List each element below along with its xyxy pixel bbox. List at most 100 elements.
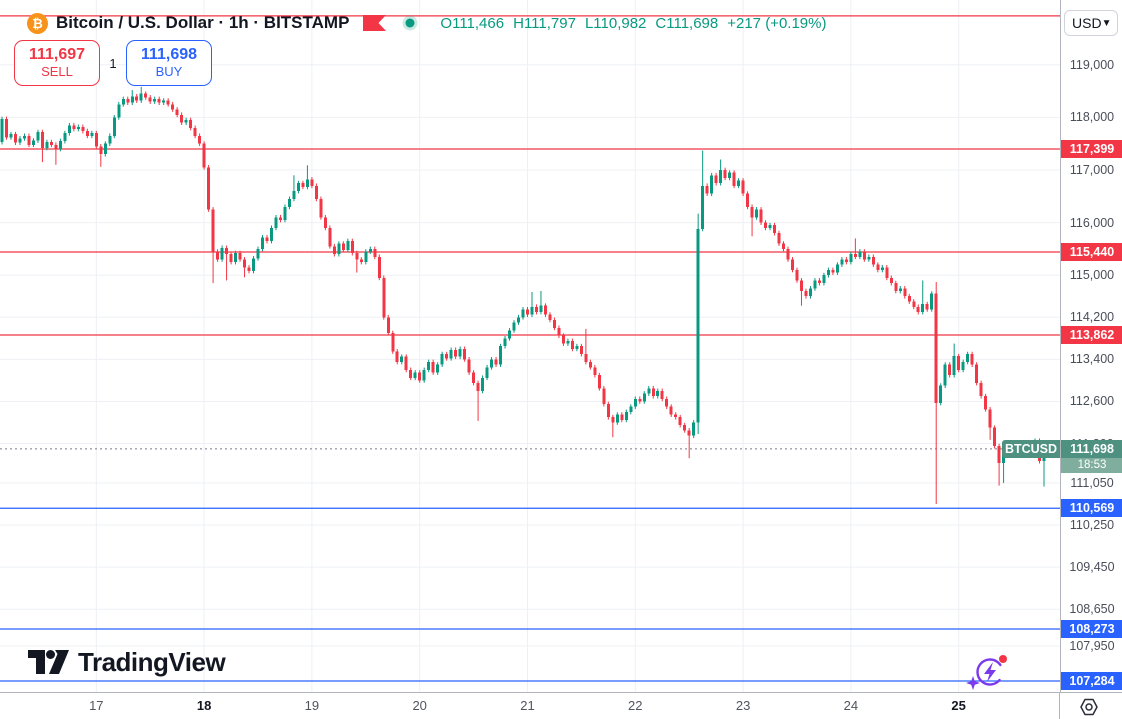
time-tick-label: 21 xyxy=(520,698,535,713)
tradingview-logo[interactable]: TradingView xyxy=(28,646,226,678)
candle-body xyxy=(687,430,691,436)
candle-body xyxy=(467,359,471,373)
candle-body xyxy=(319,198,323,218)
candle-body xyxy=(94,133,98,147)
candle-body xyxy=(377,256,381,278)
candle-body xyxy=(207,167,211,210)
candle-body xyxy=(103,143,107,155)
candle-body xyxy=(624,411,628,420)
candle-body xyxy=(58,141,62,149)
current-price-countdown: 18:53 xyxy=(1061,457,1122,473)
candle-body xyxy=(198,135,202,144)
symbol-title[interactable]: Bitcoin / U.S. Dollar · 1h · BITSTAMP xyxy=(56,13,350,32)
candle-body xyxy=(822,275,826,284)
price-tick-label: 115,000 xyxy=(1069,268,1115,283)
buy-price: 111,698 xyxy=(140,46,198,64)
currency-selector[interactable]: USD ▼ xyxy=(1064,10,1118,36)
quantity-label[interactable]: 1 xyxy=(109,55,117,71)
candle-body xyxy=(499,346,503,365)
candle-body xyxy=(418,372,422,381)
candle-body xyxy=(678,417,682,426)
candle-body xyxy=(656,390,660,397)
candle-body xyxy=(126,98,130,103)
price-level-label: 107,284 xyxy=(1061,672,1122,691)
candle-body xyxy=(252,258,256,271)
candle-body xyxy=(422,369,426,381)
candle-body xyxy=(826,269,830,276)
price-tick-label: 117,000 xyxy=(1069,163,1115,177)
candle-body xyxy=(373,248,377,257)
candle-body xyxy=(728,172,732,178)
candle-body xyxy=(723,170,727,178)
candle-body xyxy=(202,143,206,168)
candle-body xyxy=(256,248,260,259)
candle-body xyxy=(741,180,745,194)
candle-body xyxy=(310,179,314,186)
price-tick-label: 110,250 xyxy=(1069,518,1115,533)
currency-label: USD xyxy=(1072,15,1102,31)
time-axis[interactable]: 17 18 19 20 21 22 23 24 25 xyxy=(0,692,1122,719)
candle-body xyxy=(889,277,893,284)
candle-body xyxy=(984,396,988,410)
candle-body xyxy=(997,446,1001,463)
chart-canvas[interactable] xyxy=(0,0,1060,692)
sell-button[interactable]: 111,697 SELL xyxy=(14,40,100,86)
flag-icon[interactable] xyxy=(363,15,387,31)
candle-body xyxy=(364,251,368,263)
candle-body xyxy=(121,98,125,105)
candle-body xyxy=(400,356,404,362)
candle-body xyxy=(99,146,103,155)
candle-body xyxy=(714,175,718,184)
candle-body xyxy=(157,98,161,103)
ohlc-change: +217 (+0.19%) xyxy=(727,14,827,32)
axis-separator xyxy=(1059,693,1060,719)
sell-label: SELL xyxy=(41,63,73,79)
candle-body xyxy=(934,293,938,404)
candle-body xyxy=(337,243,341,255)
candle-body xyxy=(979,383,983,397)
candle-body xyxy=(238,253,242,260)
candle-body xyxy=(593,367,597,376)
candle-body xyxy=(27,135,31,145)
candle-body xyxy=(620,414,624,420)
candle-body xyxy=(561,335,565,344)
candle-body xyxy=(705,185,709,194)
candle-body xyxy=(427,361,431,370)
buy-button[interactable]: 111,698 BUY xyxy=(126,40,212,86)
candle-body xyxy=(903,288,907,297)
candle-body xyxy=(139,93,143,101)
ohlc-high: H111,797 xyxy=(513,14,576,32)
candle-body xyxy=(831,269,835,273)
candle-body xyxy=(669,406,673,415)
boost-icon[interactable] xyxy=(966,652,1008,697)
candle-body xyxy=(458,348,462,357)
sell-price: 111,697 xyxy=(28,46,86,64)
candle-body xyxy=(768,225,772,228)
candle-body xyxy=(287,198,291,207)
candle-body xyxy=(880,267,884,270)
time-tick-label: 23 xyxy=(735,698,751,713)
candle-body xyxy=(692,422,696,436)
candle-body xyxy=(296,183,300,192)
candle-body xyxy=(171,104,175,110)
candle-body xyxy=(85,131,89,136)
candle-body xyxy=(647,388,651,394)
candle-body xyxy=(539,305,543,313)
price-tick-label: 119,000 xyxy=(1069,57,1115,72)
price-level-label: 115,440 xyxy=(1061,243,1122,262)
candle-body xyxy=(665,398,669,407)
settings-button[interactable] xyxy=(1077,695,1101,719)
candle-body xyxy=(548,314,552,320)
price-axis[interactable]: 119,000 118,000 117,000 116,000 115,000 114,2… xyxy=(1060,0,1122,692)
candle-body xyxy=(799,280,803,291)
candle-body xyxy=(782,243,786,249)
candle-body xyxy=(517,317,521,323)
price-tick-label: 116,000 xyxy=(1069,215,1115,230)
candle-body xyxy=(9,134,13,138)
candle-body xyxy=(395,351,399,362)
candle-body xyxy=(261,237,265,249)
candle-body xyxy=(840,259,844,265)
candle-body xyxy=(732,172,736,186)
candle-body xyxy=(265,237,269,242)
candle-body xyxy=(449,349,453,359)
